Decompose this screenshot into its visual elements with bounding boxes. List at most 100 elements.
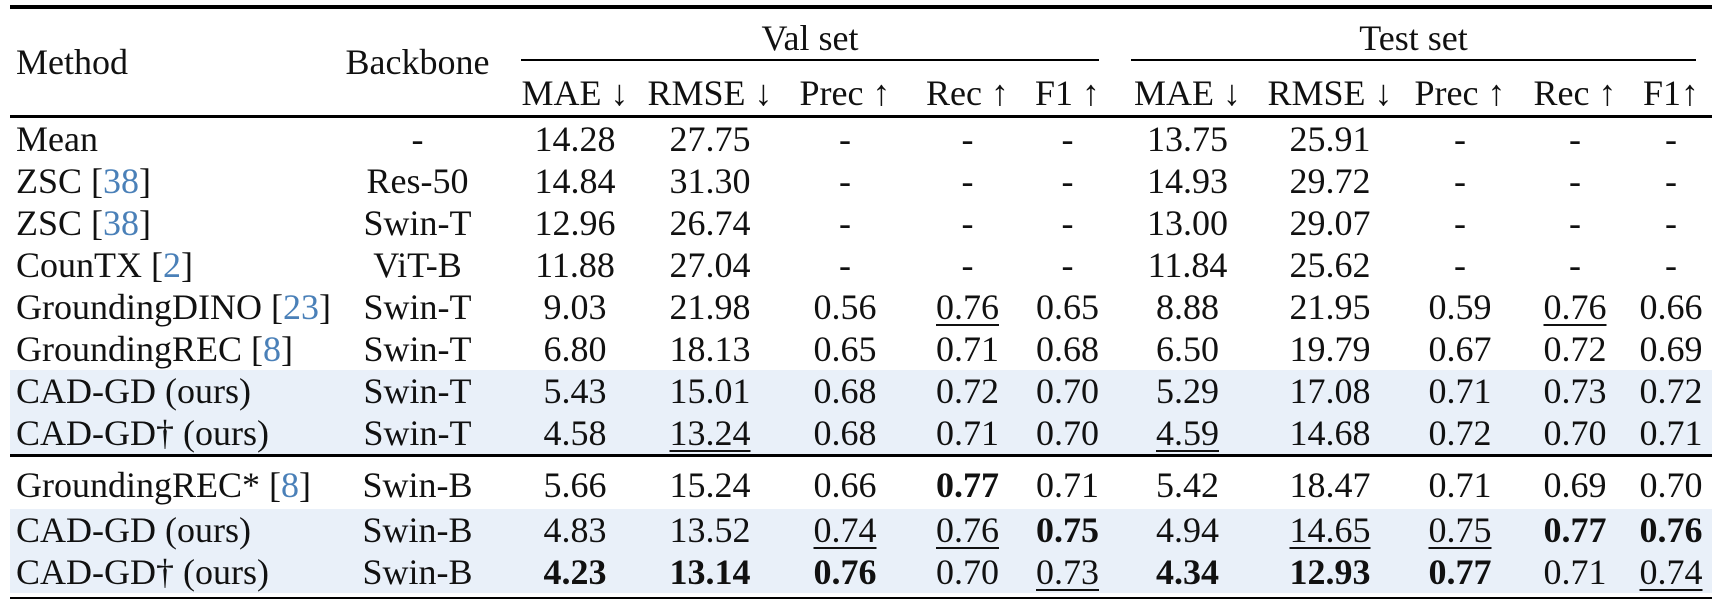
cell-value: 0.74 — [775, 509, 915, 551]
cell-value: 13.00 — [1115, 202, 1260, 244]
cell-backbone: Swin-T — [363, 371, 472, 411]
cell-value: 5.66 — [505, 454, 645, 509]
method-name: ZSC — [16, 203, 83, 243]
citation-link[interactable]: 38 — [103, 161, 140, 201]
cell-backbone: Swin-B — [362, 510, 473, 550]
col-header-test-rmse: RMSE ↓ — [1260, 71, 1400, 118]
metric-value: 14.65 — [1289, 510, 1371, 550]
cell-value: 0.70 — [915, 551, 1020, 593]
metric-value: 0.77 — [1543, 510, 1607, 550]
metric-value: 0.73 — [1543, 371, 1607, 411]
table-row: GroundingDINO [23] Swin-T 9.03 21.98 0.56 0.7… — [10, 286, 1712, 328]
cell-value: 4.34 — [1115, 551, 1260, 593]
cell-backbone: Swin-B — [362, 552, 473, 592]
metric-value: - — [1569, 203, 1581, 243]
metric-value: 25.91 — [1289, 119, 1371, 159]
metric-value: - — [1569, 161, 1581, 201]
metric-value: 0.71 — [1639, 413, 1703, 453]
cell-value: 0.72 — [1520, 328, 1630, 370]
table-row: GroundingREC* [8] Swin-B 5.66 15.24 0.66 0.77… — [10, 454, 1712, 509]
metric-value: 0.69 — [1543, 465, 1607, 505]
metric-value: 0.68 — [813, 413, 877, 453]
metric-value: - — [1061, 245, 1074, 285]
cell-value: 0.68 — [1020, 328, 1115, 370]
metric-value: 27.04 — [669, 245, 751, 285]
metric-value: 13.00 — [1147, 203, 1228, 243]
group-header-test-set: Test set — [1115, 9, 1712, 71]
citation-link[interactable]: 38 — [103, 203, 140, 243]
method-name: GroundingDINO — [16, 287, 262, 327]
metric-value: 8.88 — [1156, 287, 1219, 327]
cell-value: 15.01 — [645, 370, 775, 412]
citation-link[interactable]: 2 — [163, 245, 181, 285]
cell-value: - — [1400, 202, 1520, 244]
cell-value: - — [915, 202, 1020, 244]
metric-value: 13.52 — [669, 510, 751, 550]
metric-value: 27.75 — [669, 119, 751, 159]
cell-value: 0.77 — [1520, 509, 1630, 551]
cell-method: CAD-GD (ours) — [10, 509, 330, 551]
cell-value: 8.88 — [1115, 286, 1260, 328]
cell-backbone: Swin-B — [330, 454, 505, 509]
metric-value: 6.50 — [1156, 329, 1219, 369]
cell-value: 0.75 — [1020, 509, 1115, 551]
metric-value: 13.75 — [1147, 119, 1228, 159]
metric-value: 12.93 — [1289, 552, 1371, 592]
metric-value: 5.42 — [1156, 465, 1219, 505]
cell-value: 21.95 — [1260, 286, 1400, 328]
citation-link[interactable]: 23 — [282, 287, 319, 327]
paper-results-table-figure: Method Backbone Val set Test set MAE ↓ R… — [0, 5, 1724, 599]
method-name: GroundingREC* — [16, 465, 261, 505]
method-name: CAD-GD (ours) — [16, 371, 251, 411]
cell-value: - — [1520, 117, 1630, 161]
cell-backbone: Swin-T — [363, 287, 472, 327]
cell-method: GroundingREC* [8] — [10, 454, 330, 509]
metric-value: 0.75 — [1036, 510, 1099, 550]
group-label-val-set: Val set — [761, 18, 859, 58]
cell-value: 0.75 — [1400, 509, 1520, 551]
cell-value: 0.73 — [1020, 551, 1115, 593]
cell-value: 25.91 — [1260, 117, 1400, 161]
cell-value: 4.59 — [1115, 412, 1260, 456]
cell-value: 0.70 — [1020, 412, 1115, 456]
cell-value: 0.70 — [1520, 412, 1630, 456]
citation-link[interactable]: 8 — [281, 465, 300, 505]
cell-value: - — [1520, 244, 1630, 286]
metric-value: 0.72 — [936, 371, 999, 411]
metric-value: 14.68 — [1289, 413, 1371, 453]
header-metric-row: MAE ↓ RMSE ↓ Prec ↑ Rec ↑ F1 ↑ MAE ↓ RMS… — [10, 71, 1712, 118]
cell-value: 0.69 — [1630, 328, 1712, 370]
metric-value: 5.66 — [543, 465, 607, 505]
metric-value: 0.70 — [1543, 413, 1607, 453]
cell-backbone: Swin-T — [363, 413, 472, 453]
cell-value: 0.65 — [1020, 286, 1115, 328]
cell-value: - — [915, 244, 1020, 286]
metric-value: - — [961, 245, 974, 285]
table-row: CAD-GD† (ours) Swin-T 4.58 13.24 0.68 0.71 0.7… — [10, 412, 1712, 456]
metric-value: 0.73 — [1036, 552, 1099, 592]
cell-value: 0.59 — [1400, 286, 1520, 328]
cell-value: 25.62 — [1260, 244, 1400, 286]
table-body: Mean -14.28 27.75- - -13.75 25.91- - - ZSC [38] R… — [10, 117, 1712, 593]
cell-value: 0.71 — [1400, 454, 1520, 509]
cell-value: 0.66 — [775, 454, 915, 509]
cell-value: 0.72 — [1630, 370, 1712, 412]
cell-value: 0.68 — [775, 412, 915, 456]
cell-value: 29.72 — [1260, 160, 1400, 202]
cell-value: 18.47 — [1260, 454, 1400, 509]
cell-value: 12.96 — [505, 202, 645, 244]
metric-value: 29.07 — [1289, 203, 1371, 243]
metric-value: 4.23 — [543, 552, 607, 592]
cell-value: - — [775, 160, 915, 202]
cell-value: 18.13 — [645, 328, 775, 370]
metric-value: 0.76 — [813, 552, 877, 592]
table-row: CAD-GD (ours) Swin-T 5.43 15.01 0.68 0.72 0.70… — [10, 370, 1712, 412]
cell-value: 27.75 — [645, 117, 775, 161]
citation-link[interactable]: 8 — [263, 329, 282, 369]
method-name: CAD-GD† (ours) — [16, 552, 269, 592]
col-header-val-rec: Rec ↑ — [915, 71, 1020, 118]
metric-value: - — [839, 245, 851, 285]
metric-value: - — [839, 161, 851, 201]
table-top-rule — [10, 5, 1712, 9]
cell-value: 21.98 — [645, 286, 775, 328]
